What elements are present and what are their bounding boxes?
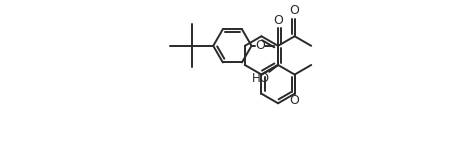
Text: O: O: [290, 4, 299, 17]
Text: HO: HO: [252, 72, 269, 85]
Text: O: O: [290, 94, 299, 107]
Text: O: O: [255, 39, 266, 52]
Text: O: O: [273, 14, 283, 27]
